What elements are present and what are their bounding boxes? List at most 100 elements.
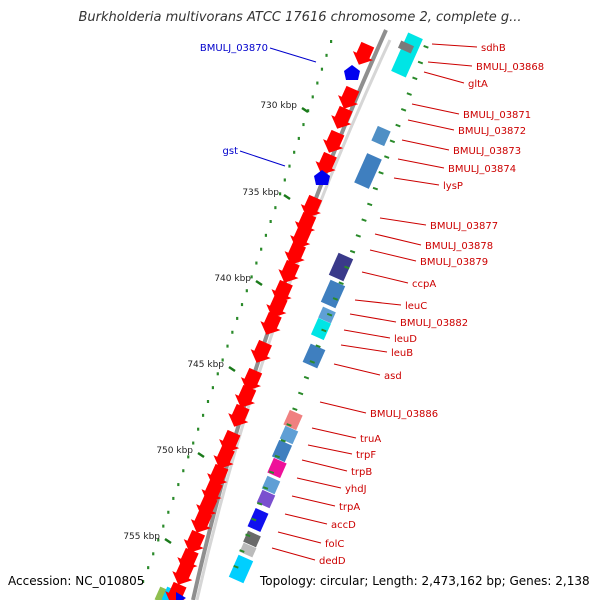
gene-label: yhdJ: [345, 484, 367, 495]
gene-arrow: [260, 311, 282, 335]
gene-label: ccpA: [412, 279, 436, 290]
inner-dash: [274, 454, 281, 459]
scale-dot: [297, 136, 300, 140]
gene-label: lysP: [443, 181, 463, 192]
gene-arrow-shape: [234, 384, 257, 408]
gene-arrow: [250, 339, 272, 363]
gene-pentagon: [176, 592, 186, 600]
inner-dash: [349, 249, 356, 254]
gene-label: trpF: [356, 450, 376, 461]
scale-dot: [325, 53, 328, 57]
inner-dash: [297, 391, 304, 396]
inner-dash: [395, 123, 401, 128]
inner-dash: [389, 139, 396, 144]
leader-line: [374, 233, 422, 246]
leader-line: [319, 401, 367, 414]
tick-label: 740 kbp: [214, 274, 251, 284]
inner-dash: [400, 108, 407, 112]
gene-arrow-shape: [315, 151, 337, 175]
gene-arrows: [165, 41, 375, 600]
gene-label: truA: [360, 434, 381, 445]
leader-line: [301, 459, 348, 472]
gene-arrow-shape: [300, 194, 323, 218]
scale-dot: [293, 150, 296, 154]
gene-arrow: [266, 294, 288, 318]
dotted-scale-ring: [142, 40, 333, 583]
inner-dash: [315, 344, 321, 348]
gene-label: BMULJ_03868: [476, 62, 544, 73]
inner-dash: [384, 155, 390, 159]
scale-dot: [192, 441, 195, 445]
gene-arrow-shape: [260, 311, 282, 335]
leader-line: [361, 271, 409, 284]
gene-arrow: [338, 85, 360, 109]
scale-dot: [316, 81, 319, 85]
leader-line: [343, 329, 391, 339]
leader-line: [284, 513, 328, 525]
inner-dash: [378, 171, 384, 175]
gene-arrow-shape: [284, 241, 306, 265]
feature-block: [310, 317, 332, 341]
gene-label: leuB: [391, 348, 413, 359]
gene-arrow-shape: [213, 445, 235, 469]
inner-dash: [256, 501, 263, 506]
leader-line: [431, 43, 478, 48]
leader-line: [277, 531, 322, 544]
inner-dash: [326, 312, 333, 317]
feature-block: [397, 40, 415, 54]
tick-mark: [255, 279, 263, 287]
leader-line: [307, 444, 353, 455]
inner-dash: [262, 486, 269, 490]
feature-block: [247, 508, 269, 532]
gene-label: BMULJ_03871: [463, 110, 531, 121]
gene-arrow-shape: [190, 509, 213, 533]
gene-label: trpB: [351, 467, 372, 478]
scale-dot: [162, 524, 165, 528]
tick-label: 755 kbp: [123, 532, 160, 542]
gene-arrow: [300, 194, 323, 218]
tick-label: 730 kbp: [260, 101, 297, 111]
map-title: Burkholderia multivorans ATCC 17616 chro…: [78, 10, 522, 25]
gene-label: BMULJ_03879: [420, 257, 488, 268]
gene-arrow: [172, 561, 194, 585]
gene-pentagon: [344, 65, 360, 80]
tick-label: 735 kbp: [242, 188, 279, 198]
inner-dash: [367, 202, 373, 207]
leader-line: [379, 217, 427, 226]
leader-line: [397, 158, 445, 169]
leader-line: [311, 427, 357, 439]
scale-dot: [320, 67, 324, 71]
tick-label: 745 kbp: [187, 360, 224, 370]
feature-block: [328, 252, 354, 282]
gene-arrow-shape: [278, 259, 300, 283]
scale-dot: [255, 261, 258, 265]
gene-arrow: [234, 384, 257, 408]
inner-dash: [344, 265, 350, 270]
gene-arrow-shape: [250, 339, 272, 363]
gene-label: leuC: [405, 301, 427, 312]
genome-summary: Topology: circular; Length: 2,473,162 bp…: [260, 574, 590, 588]
scale-dot: [142, 580, 145, 583]
feature-block: [228, 554, 254, 584]
feature-block: [302, 343, 326, 369]
feature-block: [391, 32, 423, 78]
gene-arrow: [183, 529, 206, 553]
scale-dot: [157, 538, 160, 542]
gene-label: BMULJ_03882: [400, 318, 468, 329]
gene-pentagon: [314, 170, 330, 185]
scale-dot: [172, 496, 175, 500]
gene-arrow-shape: [323, 129, 345, 153]
gene-arrow-shape: [331, 105, 353, 129]
scale-ticks: 730 kbp 735 kbp 740 kbp 745 kbp 750 kbp 755 k…: [123, 101, 309, 545]
inner-dash: [309, 360, 315, 364]
feature-block: [354, 153, 382, 189]
inner-dash: [372, 186, 379, 191]
scale-dot: [250, 275, 253, 279]
inner-dash: [292, 407, 298, 412]
leader-line: [423, 71, 465, 84]
gene-arrow: [228, 403, 250, 427]
gene-arrow: [240, 367, 263, 391]
